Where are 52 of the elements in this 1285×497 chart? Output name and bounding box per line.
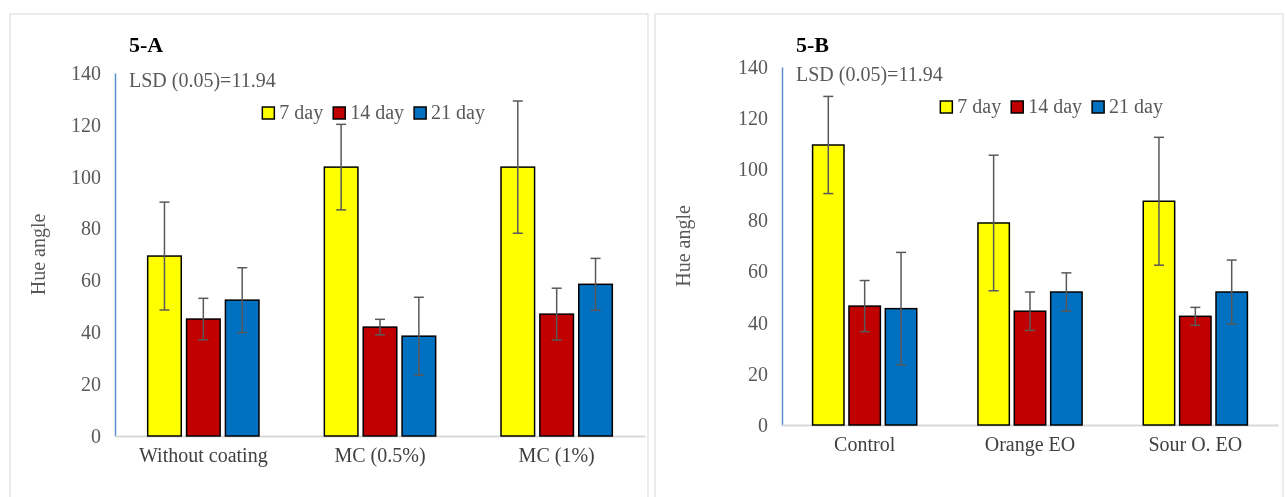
y-tick-label: 20 bbox=[81, 373, 101, 396]
y-tick-label: 60 bbox=[748, 260, 768, 283]
y-tick-label: 120 bbox=[738, 107, 768, 130]
legend-label: 7 day bbox=[957, 95, 1002, 118]
y-tick-label: 40 bbox=[81, 321, 101, 344]
y-tick-label: 80 bbox=[748, 209, 768, 232]
legend-label: 7 day bbox=[279, 101, 324, 124]
x-tick-label: Sour O. EO bbox=[1148, 433, 1243, 456]
bar bbox=[539, 313, 575, 437]
x-tick-label: Without coating bbox=[139, 444, 268, 468]
bar bbox=[977, 222, 1011, 426]
y-tick-label: 0 bbox=[758, 413, 768, 436]
bar bbox=[146, 255, 182, 437]
chart-title: 5-B bbox=[796, 32, 830, 57]
bar bbox=[1215, 291, 1249, 426]
legend-label: 21 day bbox=[1109, 95, 1163, 118]
y-tick-label: 120 bbox=[71, 113, 101, 136]
bar bbox=[884, 307, 918, 426]
y-tick-label: 60 bbox=[81, 269, 101, 292]
y-tick-label: 0 bbox=[91, 424, 101, 447]
y-tick-label: 140 bbox=[71, 61, 101, 84]
x-tick-label: MC (0.5%) bbox=[334, 444, 426, 468]
y-axis-title: Hue angle bbox=[27, 213, 50, 296]
bar bbox=[1178, 315, 1212, 426]
annotation: LSD (0.05)=11.94 bbox=[796, 63, 943, 86]
legend-label: 14 day bbox=[1028, 95, 1083, 118]
bar bbox=[1142, 200, 1176, 426]
bar bbox=[224, 299, 260, 437]
y-tick-label: 100 bbox=[71, 165, 101, 188]
y-tick-label: 20 bbox=[748, 362, 768, 385]
chart-title: 5-A bbox=[129, 32, 164, 57]
x-tick-label: Orange EO bbox=[984, 433, 1076, 457]
y-tick-label: 140 bbox=[738, 55, 768, 78]
bar bbox=[362, 326, 398, 437]
bar bbox=[578, 283, 614, 437]
bar bbox=[1049, 291, 1083, 426]
bar bbox=[401, 335, 437, 437]
bar bbox=[848, 305, 882, 426]
bar bbox=[185, 318, 221, 437]
y-tick-label: 80 bbox=[81, 217, 101, 240]
bar bbox=[811, 144, 845, 426]
bar bbox=[1013, 310, 1047, 426]
x-tick-label: Control bbox=[834, 433, 896, 456]
y-axis-title: Hue angle bbox=[672, 205, 695, 287]
y-tick-label: 40 bbox=[748, 311, 768, 334]
bar bbox=[323, 166, 359, 437]
annotation: LSD (0.05)=11.94 bbox=[129, 69, 276, 92]
legend-label: 21 day bbox=[431, 101, 485, 124]
legend-label: 14 day bbox=[350, 101, 405, 124]
bar bbox=[500, 166, 536, 437]
x-tick-label: MC (1%) bbox=[518, 444, 595, 468]
y-tick-label: 100 bbox=[738, 158, 768, 181]
